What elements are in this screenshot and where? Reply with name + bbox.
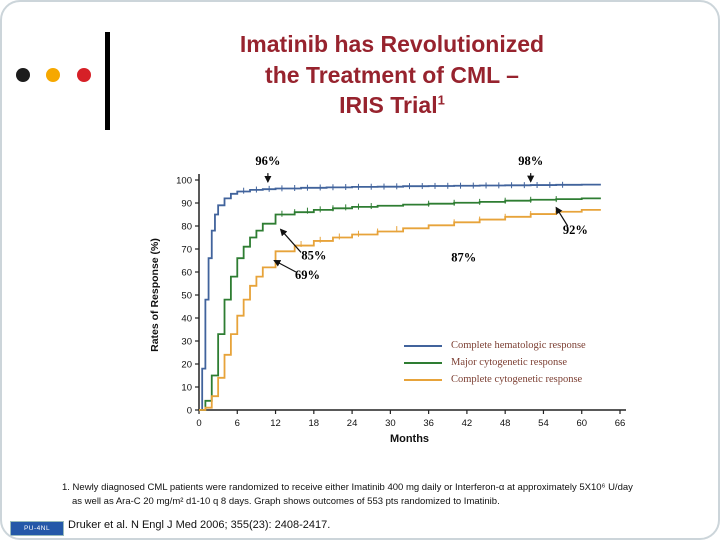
legend-label: Major cytogenetic response [451, 357, 568, 368]
svg-text:30: 30 [181, 337, 192, 348]
footnote: 1. Newly diagnosed CML patients were ran… [62, 481, 670, 510]
svg-text:48: 48 [500, 418, 511, 429]
annotation-label: 96% [255, 154, 280, 168]
annotation-arrow [279, 228, 302, 253]
series-line-2 [199, 209, 601, 411]
response-chart: 0 10 20 30 40 50 60 70 80 90 100 0 6 12 18 24 30 36 42 48 54… [149, 154, 626, 445]
footnote-line-2: as well as Ara-C 20 mg/m² d1-10 q 8 days… [72, 496, 500, 508]
svg-text:36: 36 [423, 418, 434, 429]
annotation-label: 98% [518, 154, 543, 168]
footnote-line-1: 1. Newly diagnosed CML patients were ran… [62, 482, 633, 493]
footer-logo-badge: PU-4NL [10, 521, 64, 536]
bullet-dot-orange [46, 68, 60, 82]
x-axis-label: Months [390, 433, 429, 445]
chart-series [199, 181, 601, 411]
svg-text:66: 66 [615, 418, 626, 429]
svg-text:70: 70 [181, 245, 192, 256]
svg-text:0: 0 [187, 406, 192, 417]
annotation-arrow [555, 206, 569, 227]
series-line-0 [199, 183, 601, 411]
svg-text:12: 12 [270, 418, 281, 429]
svg-text:90: 90 [181, 199, 192, 210]
legend-item-complete-cytogenetic: Complete cytogenetic response [404, 374, 586, 385]
annotation-label: 69% [295, 268, 320, 282]
slide-title: Imatinib has Revolutionized the Treatmen… [172, 29, 612, 121]
svg-text:20: 20 [181, 360, 192, 371]
chart-legend: Complete hematologic response Major cyto… [404, 340, 586, 385]
y-axis-label: Rates of Response (%) [149, 238, 161, 352]
annotation-arrow [273, 259, 297, 273]
legend-swatch-blue [404, 344, 442, 347]
legend-item-hematologic: Complete hematologic response [404, 340, 586, 351]
bullet-dot-red [77, 68, 91, 82]
title-reference-superscript: 1 [437, 92, 445, 108]
svg-text:30: 30 [385, 418, 396, 429]
svg-text:0: 0 [196, 418, 201, 429]
bullet-dot-black [16, 68, 30, 82]
legend-label: Complete cytogenetic response [451, 374, 583, 385]
title-line-3: IRIS Trial1 [339, 92, 445, 119]
svg-text:54: 54 [538, 418, 549, 429]
svg-text:100: 100 [176, 176, 192, 187]
svg-text:6: 6 [235, 418, 240, 429]
series-line-1 [199, 197, 601, 411]
svg-text:60: 60 [576, 418, 587, 429]
svg-text:40: 40 [181, 314, 192, 325]
chart-annotations: 96% 98% 92% 85% 69% 87% [255, 154, 587, 282]
annotation-label: 87% [451, 251, 476, 265]
legend-label: Complete hematologic response [451, 340, 586, 351]
legend-item-major-cytogenetic: Major cytogenetic response [404, 357, 586, 368]
svg-text:18: 18 [309, 418, 320, 429]
legend-swatch-orange [404, 378, 442, 381]
svg-text:10: 10 [181, 383, 192, 394]
chart-axes: 0 10 20 30 40 50 60 70 80 90 100 0 6 12 18 24 30 36 42 48 54… [149, 174, 626, 445]
annotation-label: 85% [301, 248, 326, 262]
svg-text:24: 24 [347, 418, 358, 429]
svg-text:50: 50 [181, 291, 192, 302]
legend-swatch-green [404, 361, 442, 364]
citation: Druker et al. N Engl J Med 2006; 355(23)… [68, 519, 331, 531]
annotation-label: 92% [563, 223, 588, 237]
title-line-2: the Treatment of CML – [265, 61, 519, 88]
svg-text:60: 60 [181, 268, 192, 279]
svg-text:42: 42 [462, 418, 473, 429]
title-line-1: Imatinib has Revolutionized [239, 31, 545, 57]
divider-bar [105, 32, 110, 130]
svg-text:80: 80 [181, 222, 192, 233]
